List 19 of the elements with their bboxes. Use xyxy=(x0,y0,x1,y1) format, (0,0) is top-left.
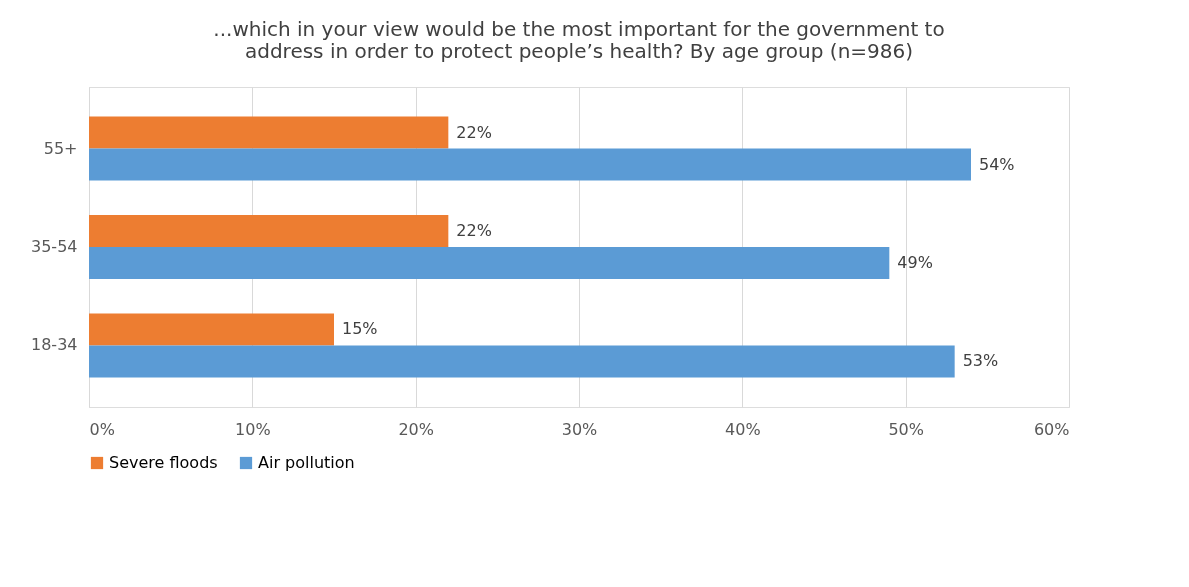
data-label: 22% xyxy=(456,221,492,240)
legend-label: Severe floods xyxy=(109,453,218,472)
x-tick-label: 40% xyxy=(725,419,761,439)
x-tick-label: 60% xyxy=(1033,419,1070,439)
data-label: 54% xyxy=(979,154,1015,174)
x-tick-label: 30% xyxy=(561,419,598,439)
x-tick-label: 0% xyxy=(89,419,115,439)
legend-label: Air pollution xyxy=(258,453,355,472)
data-label: 22% xyxy=(456,122,492,142)
data-label: 15% xyxy=(342,319,378,339)
data-label: 49% xyxy=(897,253,933,272)
y-tick-label: 18-34 xyxy=(31,335,78,355)
data-label: 53% xyxy=(962,351,999,371)
y-tick-label: 35-54 xyxy=(31,237,78,256)
chart-title: ...which in your view would be the most important for the government to address in order to protect people’s health? By age group (n=986) xyxy=(213,17,945,63)
y-tick-label: 55+ xyxy=(43,138,78,158)
x-tick-label: 20% xyxy=(398,419,434,439)
x-tick-label: 10% xyxy=(235,419,271,439)
x-tick-label: 50% xyxy=(888,419,924,439)
